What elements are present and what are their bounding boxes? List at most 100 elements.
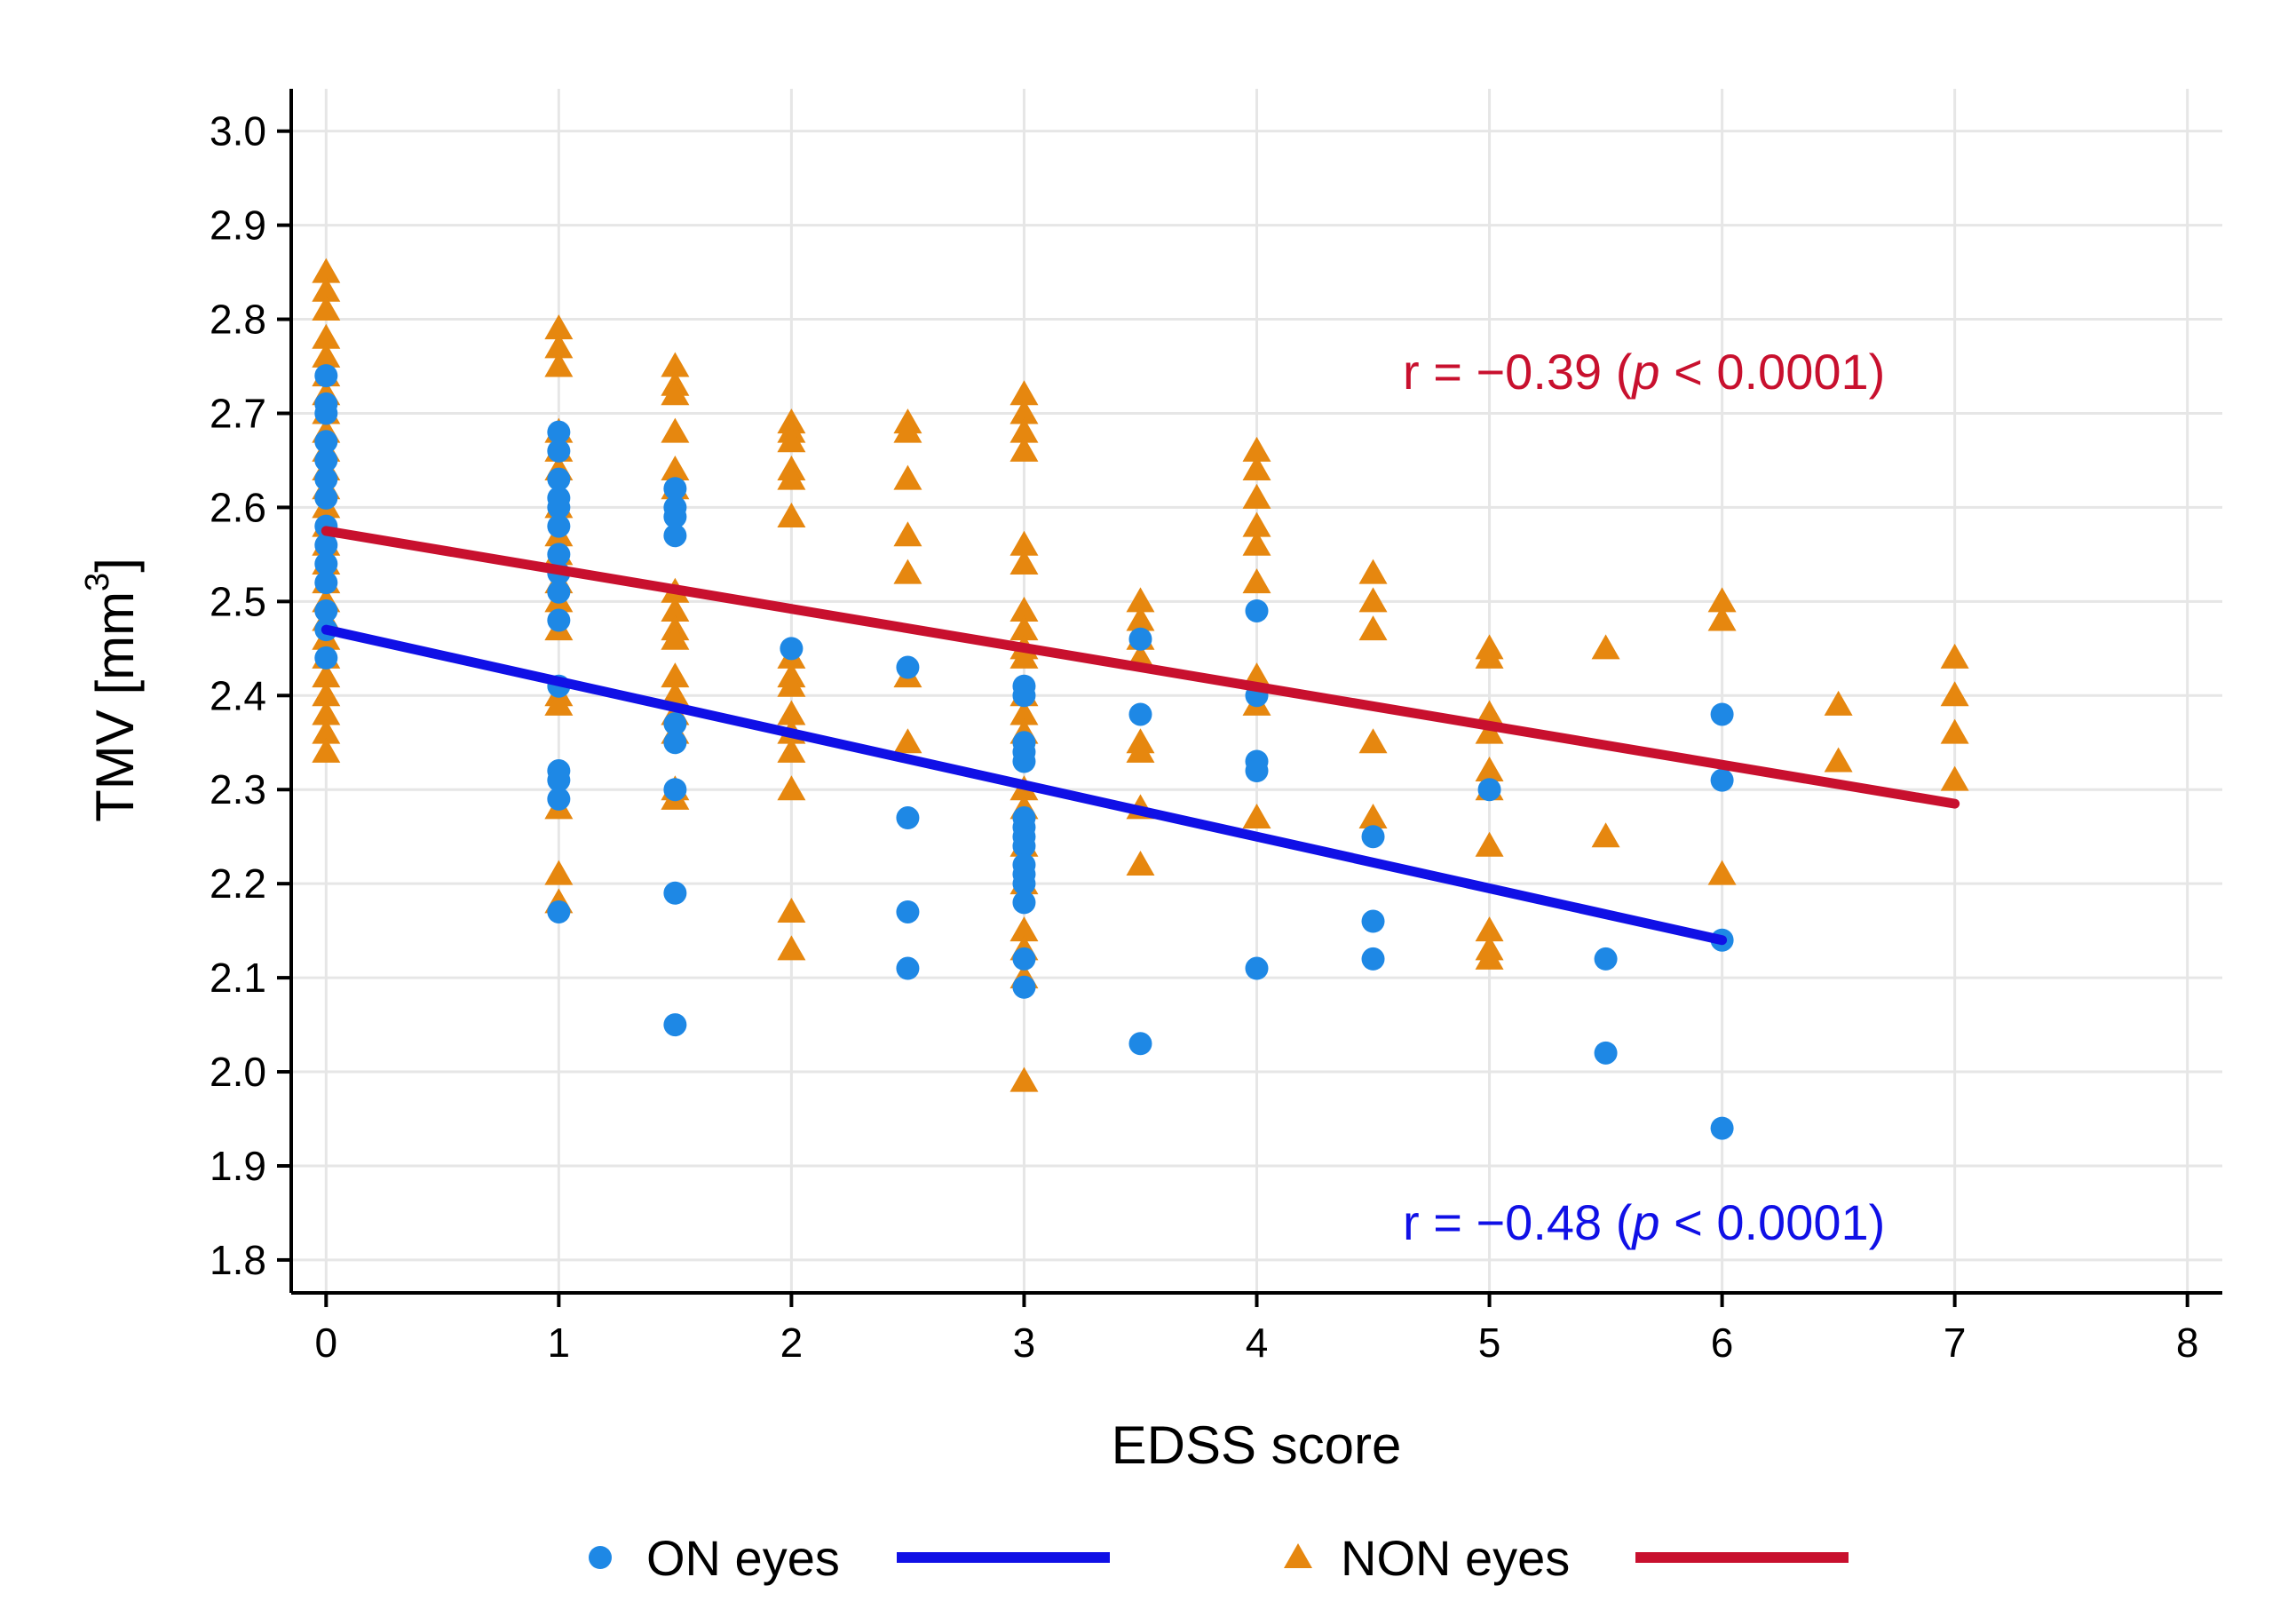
- point-non-eyes: [544, 860, 574, 885]
- point-on-eyes: [547, 787, 571, 811]
- point-non-eyes: [777, 464, 806, 490]
- point-on-eyes: [547, 420, 571, 444]
- point-non-eyes: [661, 624, 690, 650]
- point-non-eyes: [893, 728, 922, 754]
- point-on-eyes: [314, 533, 338, 557]
- point-on-eyes: [547, 608, 571, 632]
- x-tick-label: 1: [548, 1320, 571, 1366]
- point-non-eyes: [893, 559, 922, 584]
- annotation-on-eyes-label: r = −0.48 (: [1403, 1194, 1633, 1250]
- point-on-eyes: [1012, 891, 1036, 915]
- point-non-eyes: [312, 276, 341, 302]
- point-non-eyes: [1475, 944, 1504, 970]
- point-non-eyes: [661, 417, 690, 443]
- point-non-eyes: [893, 464, 922, 490]
- point-non-eyes: [1475, 718, 1504, 744]
- x-axis-title: EDSS score: [1112, 1415, 1402, 1475]
- point-non-eyes: [1940, 718, 1969, 744]
- point-non-eyes: [661, 352, 690, 377]
- point-on-eyes: [547, 580, 571, 604]
- point-non-eyes: [1009, 530, 1039, 556]
- point-on-eyes: [1012, 947, 1036, 971]
- point-on-eyes: [1710, 702, 1734, 726]
- annotation-on-eyes-p: p: [1630, 1194, 1659, 1250]
- point-non-eyes: [1242, 568, 1271, 594]
- point-non-eyes: [1242, 804, 1271, 829]
- point-non-eyes: [1009, 417, 1039, 443]
- x-tick-label: 4: [1246, 1320, 1269, 1366]
- point-non-eyes: [1824, 747, 1853, 773]
- annotation-non-eyes-p: p: [1630, 344, 1659, 400]
- point-on-eyes: [663, 731, 687, 755]
- point-on-eyes: [314, 430, 338, 454]
- point-non-eyes: [777, 671, 806, 697]
- point-on-eyes: [663, 524, 687, 548]
- point-non-eyes: [312, 662, 341, 688]
- x-tick-label: 2: [780, 1320, 804, 1366]
- point-non-eyes: [312, 258, 341, 283]
- annotation-non-eyes: r = −0.39 (p < 0.0001): [1403, 344, 1885, 400]
- point-non-eyes: [1358, 728, 1388, 754]
- y-axis-title: TMV [mm3]: [79, 558, 145, 822]
- point-on-eyes: [547, 514, 571, 538]
- y-tick-label: 2.6: [210, 484, 266, 530]
- point-non-eyes: [312, 737, 341, 763]
- legend-non-eyes-label: NON eyes: [1341, 1530, 1570, 1586]
- point-non-eyes: [1009, 436, 1039, 462]
- point-non-eyes: [312, 342, 341, 368]
- legend: ON eyes NON eyes: [589, 1530, 1849, 1586]
- point-non-eyes: [1475, 700, 1504, 725]
- point-non-eyes: [1475, 916, 1504, 942]
- point-non-eyes: [1940, 765, 1969, 791]
- point-non-eyes: [1009, 1066, 1039, 1092]
- point-non-eyes: [1707, 587, 1737, 613]
- point-non-eyes: [1475, 831, 1504, 857]
- x-tick-label: 5: [1478, 1320, 1501, 1366]
- x-tick-label: 8: [2176, 1320, 2199, 1366]
- point-non-eyes: [312, 718, 341, 744]
- point-non-eyes: [1242, 436, 1271, 462]
- point-on-eyes: [547, 467, 571, 491]
- point-non-eyes: [544, 690, 574, 716]
- point-non-eyes: [1707, 860, 1737, 885]
- point-non-eyes: [1358, 804, 1388, 829]
- point-non-eyes: [1242, 511, 1271, 537]
- point-on-eyes: [1361, 947, 1385, 971]
- point-on-eyes: [1128, 1032, 1152, 1056]
- point-on-eyes: [547, 543, 571, 567]
- x-tick-label: 0: [315, 1320, 338, 1366]
- point-non-eyes: [661, 456, 690, 481]
- point-non-eyes: [1358, 587, 1388, 613]
- point-non-eyes: [1009, 916, 1039, 942]
- point-on-eyes: [1594, 947, 1618, 971]
- point-on-eyes: [896, 806, 920, 830]
- point-non-eyes: [1126, 606, 1155, 631]
- point-on-eyes: [1245, 956, 1269, 980]
- point-on-eyes: [780, 637, 804, 661]
- point-non-eyes: [777, 935, 806, 961]
- fit-line-on-eyes: [321, 624, 1728, 946]
- y-axis-title-text: TMV [mm: [85, 591, 145, 822]
- y-tick-label: 2.7: [210, 390, 266, 436]
- point-non-eyes: [777, 737, 806, 763]
- point-on-eyes: [1477, 778, 1501, 802]
- point-on-eyes: [314, 571, 338, 595]
- point-on-eyes: [663, 505, 687, 529]
- point-non-eyes: [661, 681, 690, 707]
- point-non-eyes: [777, 427, 806, 453]
- point-non-eyes: [1591, 822, 1620, 848]
- point-non-eyes: [1126, 737, 1155, 763]
- y-tick-label: 1.9: [210, 1143, 266, 1189]
- legend-non-eyes-marker: [1284, 1543, 1312, 1568]
- point-on-eyes: [314, 646, 338, 670]
- annotation-non-eyes-suffix: < 0.0001): [1660, 344, 1886, 400]
- point-on-eyes: [1012, 684, 1036, 708]
- y-tick-label: 2.2: [210, 860, 266, 907]
- point-non-eyes: [1009, 643, 1039, 669]
- point-on-eyes: [314, 392, 338, 416]
- point-on-eyes: [663, 712, 687, 736]
- point-on-eyes: [1594, 1041, 1618, 1065]
- point-on-eyes: [547, 439, 571, 463]
- point-non-eyes: [1707, 606, 1737, 631]
